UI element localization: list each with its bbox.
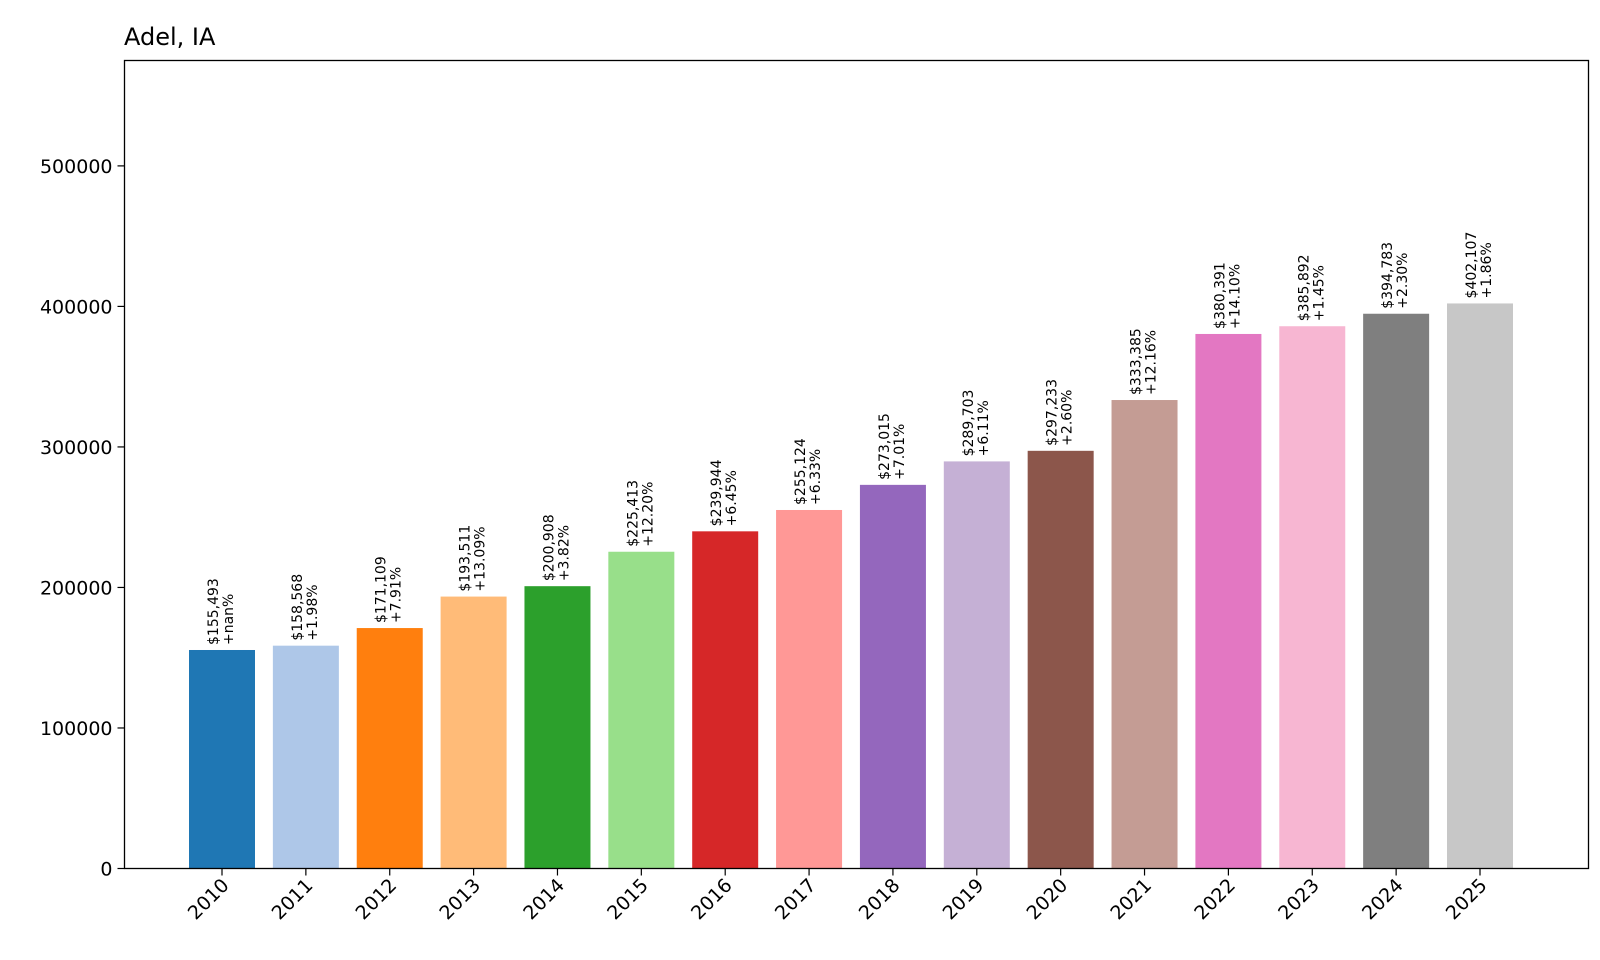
y-axis: 0 100000 200000 300000 400000 500000 xyxy=(40,156,125,881)
bar-value-label: $402,107 xyxy=(1464,232,1480,299)
bar-value-label: $273,015 xyxy=(877,413,893,480)
bar-label-group-2025: $402,107 +1.86% xyxy=(1464,232,1495,299)
bar-value-label: $155,493 xyxy=(206,578,222,645)
bar-label-group-2019: $289,703 +6.11% xyxy=(961,390,992,457)
x-tick-label-2010: 2010 xyxy=(184,874,234,924)
bar-2010 xyxy=(189,649,255,869)
y-tick-label-400000: 400000 xyxy=(40,296,113,318)
bar-value-label: $225,413 xyxy=(625,480,641,547)
x-tick-label-2011: 2011 xyxy=(268,874,318,924)
bar-change-label: +3.82% xyxy=(556,525,572,581)
bar-change-label: +nan% xyxy=(221,594,237,645)
bar-change-label: +7.01% xyxy=(892,424,908,480)
bar-label-group-2010: $155,493 +nan% xyxy=(206,578,237,645)
bar-2014 xyxy=(524,586,591,869)
bar-label-group-2016: $239,944 +6.45% xyxy=(709,459,740,526)
x-tick-label-2016: 2016 xyxy=(687,874,737,924)
bar-2024 xyxy=(1363,313,1430,869)
bar-value-label: $239,944 xyxy=(709,459,725,526)
bar-change-label: +12.16% xyxy=(1144,330,1160,395)
bar-2011 xyxy=(272,645,339,869)
bar-value-label: $394,783 xyxy=(1380,242,1396,309)
bar-change-label: +6.33% xyxy=(808,449,824,505)
bar-value-label: $158,568 xyxy=(290,574,306,641)
bar-change-label: +13.09% xyxy=(473,526,489,591)
x-tick-label-2012: 2012 xyxy=(352,874,402,924)
bar-label-group-2013: $193,511 +13.09% xyxy=(458,525,489,592)
bar-2019 xyxy=(943,461,1010,869)
bar-label-group-2018: $273,015 +7.01% xyxy=(877,413,908,480)
bar-2016 xyxy=(692,531,759,869)
bar-value-label: $380,391 xyxy=(1212,262,1228,329)
bar-change-label: +1.98% xyxy=(305,584,321,640)
bar-2020 xyxy=(1027,450,1094,869)
bar-label-group-2012: $171,109 +7.91% xyxy=(374,556,405,623)
y-tick-label-0: 0 xyxy=(100,859,112,881)
bar-2022 xyxy=(1195,333,1262,869)
bar-2025 xyxy=(1447,303,1513,869)
bar-value-label: $297,233 xyxy=(1045,379,1061,446)
bar-2021 xyxy=(1111,400,1178,869)
bar-2015 xyxy=(608,551,675,869)
bar-value-label: $255,124 xyxy=(793,438,809,505)
x-tick-label-2013: 2013 xyxy=(435,874,485,924)
chart-title: Adel, IA xyxy=(124,23,216,51)
bar-change-label: +6.45% xyxy=(724,470,740,526)
x-tick-label-2017: 2017 xyxy=(771,874,821,924)
bar-change-label: +14.10% xyxy=(1227,264,1243,329)
bar-label-group-2024: $394,783 +2.30% xyxy=(1380,242,1411,309)
y-tick-label-300000: 300000 xyxy=(40,437,113,459)
x-tick-label-2014: 2014 xyxy=(519,874,569,924)
x-tick-label-2015: 2015 xyxy=(603,874,653,924)
bar-change-label: +1.86% xyxy=(1479,242,1495,298)
y-tick-label-100000: 100000 xyxy=(40,718,113,740)
bar-value-label: $200,908 xyxy=(541,514,557,581)
x-tick-label-2024: 2024 xyxy=(1358,874,1408,924)
bars-group xyxy=(189,303,1513,869)
bar-2012 xyxy=(356,628,423,869)
bar-2017 xyxy=(776,509,843,869)
y-tick-label-500000: 500000 xyxy=(40,156,113,178)
y-tick-label-200000: 200000 xyxy=(40,577,113,599)
bar-change-label: +6.11% xyxy=(976,400,992,456)
bar-2013 xyxy=(440,596,507,869)
x-axis: 2010 2011 2012 2013 2014 2015 2016 2017 2018 2019… xyxy=(184,868,1492,924)
bar-value-label: $385,892 xyxy=(1296,254,1312,321)
bar-labels-group: $155,493 +nan% $158,568 +1.98% $171,109 +7.91… xyxy=(206,232,1495,645)
x-tick-label-2019: 2019 xyxy=(939,874,989,924)
bar-label-group-2022: $380,391 +14.10% xyxy=(1212,262,1243,329)
x-tick-label-2021: 2021 xyxy=(1106,874,1156,924)
x-tick-label-2020: 2020 xyxy=(1022,874,1072,924)
x-tick-label-2018: 2018 xyxy=(855,874,905,924)
bar-change-label: +2.60% xyxy=(1060,390,1076,446)
bar-label-group-2014: $200,908 +3.82% xyxy=(541,514,572,581)
bar-label-group-2023: $385,892 +1.45% xyxy=(1296,254,1327,321)
bar-label-group-2011: $158,568 +1.98% xyxy=(290,574,321,641)
x-tick-label-2025: 2025 xyxy=(1442,874,1492,924)
bar-value-label: $171,109 xyxy=(374,556,390,623)
bar-value-label: $289,703 xyxy=(961,390,977,457)
bar-2023 xyxy=(1279,326,1346,869)
plot-frame xyxy=(123,59,1590,870)
x-tick-label-2022: 2022 xyxy=(1190,874,1240,924)
bar-change-label: +12.20% xyxy=(640,482,656,547)
bar-change-label: +1.45% xyxy=(1311,265,1327,321)
bar-label-group-2015: $225,413 +12.20% xyxy=(625,480,656,547)
bar-change-label: +2.30% xyxy=(1395,253,1411,309)
bar-label-group-2021: $333,385 +12.16% xyxy=(1129,328,1160,395)
bar-2018 xyxy=(859,484,926,869)
bar-label-group-2017: $255,124 +6.33% xyxy=(793,438,824,505)
bar-label-group-2020: $297,233 +2.60% xyxy=(1045,379,1076,446)
x-tick-label-2023: 2023 xyxy=(1274,874,1324,924)
bar-value-label: $333,385 xyxy=(1129,328,1145,395)
bar-change-label: +7.91% xyxy=(389,567,405,623)
bar-value-label: $193,511 xyxy=(458,525,474,592)
